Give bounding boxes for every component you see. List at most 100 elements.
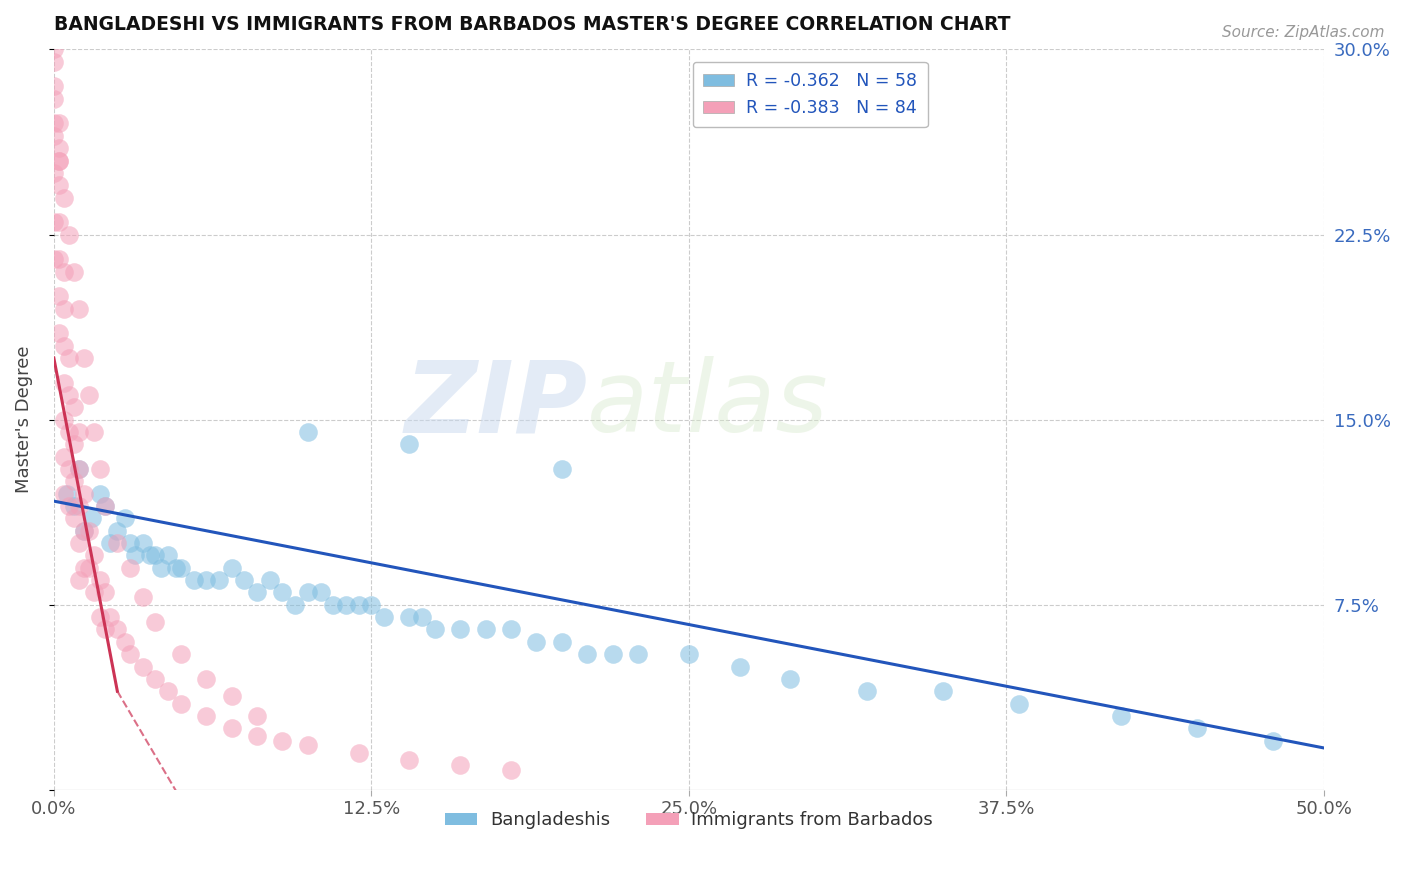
Point <box>93 585 115 599</box>
Point <box>855 684 877 698</box>
Point <box>297 739 319 753</box>
Point <box>118 647 141 661</box>
Point <box>42 54 65 69</box>
Point <box>67 301 90 316</box>
Point <box>63 499 86 513</box>
Point <box>53 450 76 464</box>
Point <box>271 733 294 747</box>
Point <box>271 585 294 599</box>
Point <box>118 536 141 550</box>
Point <box>526 635 548 649</box>
Point <box>398 753 420 767</box>
Point <box>1109 709 1132 723</box>
Point <box>48 326 70 341</box>
Point <box>79 561 101 575</box>
Point <box>1261 733 1284 747</box>
Point <box>63 264 86 278</box>
Point <box>932 684 955 698</box>
Y-axis label: Master's Degree: Master's Degree <box>15 346 32 493</box>
Point <box>42 252 65 267</box>
Point <box>55 487 77 501</box>
Point <box>42 215 65 229</box>
Point <box>449 623 471 637</box>
Point <box>53 338 76 352</box>
Text: ZIP: ZIP <box>405 357 588 453</box>
Point <box>322 598 344 612</box>
Point <box>779 672 801 686</box>
Point <box>98 536 121 550</box>
Point <box>53 264 76 278</box>
Point <box>170 561 193 575</box>
Point <box>145 672 167 686</box>
Point <box>80 511 103 525</box>
Point <box>170 647 193 661</box>
Point <box>149 561 172 575</box>
Point <box>73 524 96 538</box>
Point <box>79 388 101 402</box>
Point <box>551 462 574 476</box>
Point <box>1008 697 1031 711</box>
Point <box>602 647 624 661</box>
Point <box>42 79 65 94</box>
Point <box>48 141 70 155</box>
Point <box>93 499 115 513</box>
Point <box>145 549 167 563</box>
Point <box>246 729 269 743</box>
Point <box>259 573 281 587</box>
Point <box>63 511 86 525</box>
Point <box>157 549 180 563</box>
Point <box>233 573 256 587</box>
Point <box>53 190 76 204</box>
Point <box>58 227 80 242</box>
Point <box>42 92 65 106</box>
Point <box>105 623 128 637</box>
Point <box>398 610 420 624</box>
Point <box>83 585 105 599</box>
Point <box>297 425 319 439</box>
Point <box>67 499 90 513</box>
Point <box>73 561 96 575</box>
Point <box>89 610 111 624</box>
Point <box>83 425 105 439</box>
Point <box>246 709 269 723</box>
Point <box>499 623 522 637</box>
Point <box>58 351 80 365</box>
Point <box>48 252 70 267</box>
Point <box>48 289 70 303</box>
Point <box>449 758 471 772</box>
Point <box>58 462 80 476</box>
Point <box>145 615 167 629</box>
Point <box>73 524 96 538</box>
Point <box>114 511 136 525</box>
Point <box>347 746 370 760</box>
Point <box>105 536 128 550</box>
Point <box>297 585 319 599</box>
Point <box>58 499 80 513</box>
Point <box>246 585 269 599</box>
Point <box>67 573 90 587</box>
Point <box>48 153 70 168</box>
Point <box>89 573 111 587</box>
Point <box>124 549 146 563</box>
Point <box>183 573 205 587</box>
Point <box>63 475 86 489</box>
Point <box>67 462 90 476</box>
Point <box>309 585 332 599</box>
Point <box>139 549 162 563</box>
Point <box>627 647 650 661</box>
Point <box>118 561 141 575</box>
Point <box>373 610 395 624</box>
Point <box>474 623 496 637</box>
Point <box>93 499 115 513</box>
Point <box>93 623 115 637</box>
Point <box>728 659 751 673</box>
Point <box>132 536 155 550</box>
Point <box>398 437 420 451</box>
Point <box>221 689 243 703</box>
Point <box>411 610 433 624</box>
Point <box>195 573 218 587</box>
Point <box>195 672 218 686</box>
Point <box>105 524 128 538</box>
Point <box>58 388 80 402</box>
Point <box>48 153 70 168</box>
